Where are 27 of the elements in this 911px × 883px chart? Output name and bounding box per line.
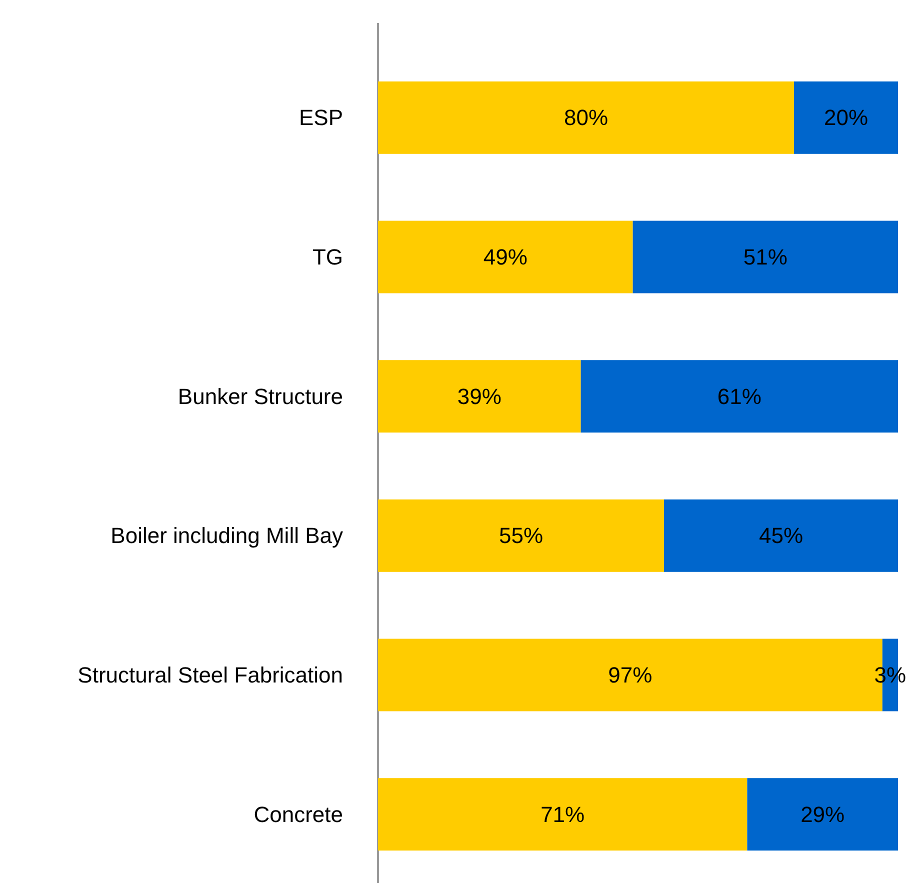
bar — [747, 778, 898, 851]
y-tick-label: Structural Steel Fabrication — [78, 662, 343, 688]
data-label: 71% — [540, 802, 585, 827]
bar — [580, 360, 898, 433]
bar — [378, 220, 633, 294]
y-tick-label: Concrete — [254, 802, 343, 827]
data-label: 55% — [498, 523, 544, 548]
bar — [378, 360, 581, 433]
bar — [794, 81, 898, 154]
bar — [378, 81, 794, 154]
data-label: 20% — [824, 105, 868, 130]
y-tick-label: TG — [312, 244, 343, 270]
bar — [378, 778, 748, 851]
y-tick-label: Bunker Structure — [178, 384, 343, 409]
bar — [378, 499, 664, 572]
data-label: 45% — [758, 523, 804, 548]
y-tick-label: ESP — [298, 105, 343, 130]
data-label: 97% — [608, 662, 652, 688]
data-label: 51% — [743, 244, 788, 270]
bar — [632, 220, 898, 294]
data-label: 80% — [564, 105, 608, 130]
bar — [664, 499, 898, 572]
y-tick-label: Boiler including Mill Bay — [110, 523, 343, 548]
data-label: 29% — [800, 802, 845, 827]
data-label: 49% — [483, 244, 528, 270]
data-label: 39% — [457, 384, 502, 409]
data-label: 61% — [717, 384, 762, 409]
